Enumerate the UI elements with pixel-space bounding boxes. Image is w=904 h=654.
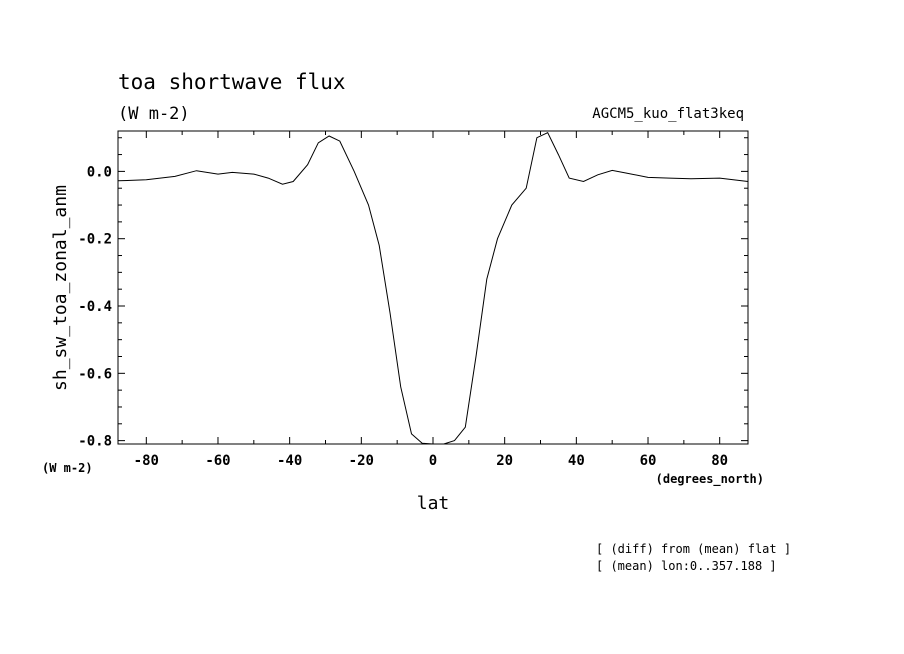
x-axis-units: (degrees_north)	[656, 472, 764, 487]
y-tick-label: 0.0	[87, 164, 112, 180]
x-tick-label: -40	[277, 453, 302, 469]
note-mean: [ (mean) lon:0..357.188 ]	[596, 559, 777, 573]
x-tick-label: 40	[568, 453, 585, 469]
series-line	[117, 132, 749, 445]
x-tick-labels: -80 -60 -40 -20 0 20 40 60 80	[134, 453, 728, 469]
y-tick-label: -0.4	[78, 299, 112, 315]
x-tick-label: 60	[640, 453, 657, 469]
chart-units: (W m-2)	[118, 104, 190, 124]
x-tick-label: -60	[205, 453, 230, 469]
x-tick-label: -20	[349, 453, 374, 469]
x-axis-label: lat	[417, 493, 450, 514]
y-axis-units: (W m-2)	[42, 461, 93, 475]
y-tick-label: -0.8	[78, 434, 112, 450]
note-diff: [ (diff) from (mean) flat ]	[596, 542, 791, 556]
y-axis-label: sh_sw_toa_zonal_anm	[50, 185, 71, 391]
x-tick-label: 80	[711, 453, 728, 469]
experiment-label: AGCM5_kuo_flat3keq	[592, 106, 744, 122]
chart-title: toa shortwave flux	[118, 70, 346, 94]
x-tick-label: 0	[429, 453, 437, 469]
y-tick-label: -0.2	[78, 232, 112, 248]
y-tick-label: -0.6	[78, 366, 112, 382]
x-tick-label: 20	[496, 453, 513, 469]
axis-ticks	[118, 131, 748, 444]
x-tick-label: -80	[134, 453, 159, 469]
y-tick-labels: 0.0 -0.2 -0.4 -0.6 -0.8	[78, 164, 112, 449]
